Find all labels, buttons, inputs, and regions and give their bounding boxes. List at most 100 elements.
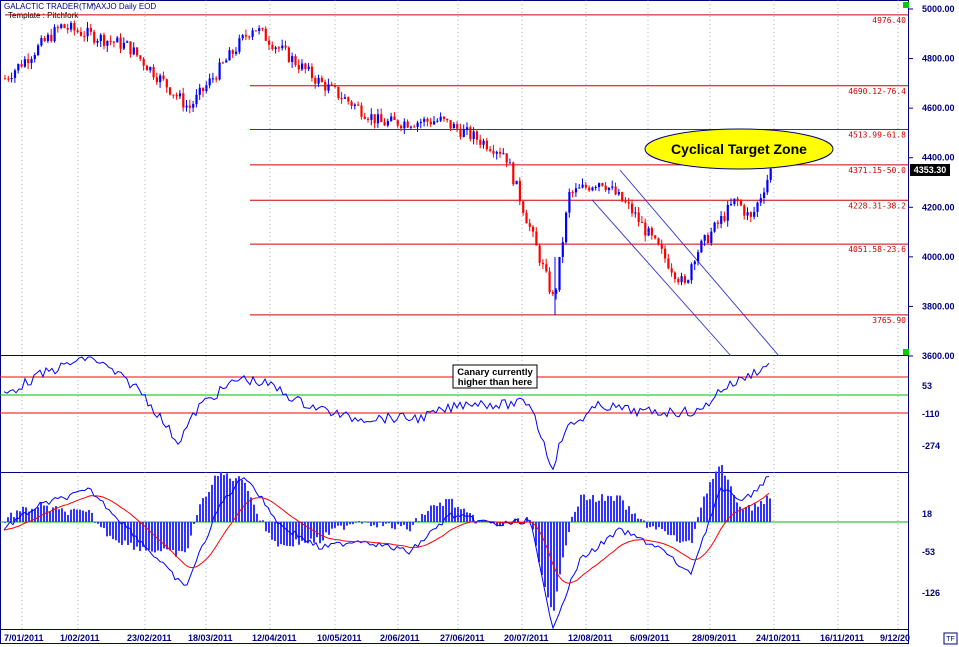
candle-body (192, 104, 195, 108)
macd-histogram-bar (385, 522, 387, 524)
macd-panel (0, 465, 908, 630)
macd-histogram-bar (676, 522, 678, 542)
fib-level-label: 4976.40 (872, 16, 906, 25)
macd-histogram-bar (28, 511, 30, 522)
macd-histogram-bar (655, 522, 657, 530)
candle-body (568, 191, 571, 213)
candle-body (20, 63, 23, 67)
candle-body (380, 114, 383, 123)
candle-body (723, 216, 726, 221)
candle-body (268, 40, 271, 45)
macd-histogram-bar (106, 522, 108, 537)
macd-histogram-bar (574, 511, 576, 522)
candle-body (611, 186, 614, 188)
candle-body (53, 27, 56, 42)
macd-histogram-bar (139, 522, 141, 552)
macd-histogram-bar (613, 500, 615, 522)
candle-body (393, 116, 396, 120)
macd-histogram-bar (388, 522, 390, 524)
candle-body (706, 235, 710, 243)
candle-body (317, 77, 320, 84)
candle-body (155, 77, 158, 83)
candle-body (136, 47, 139, 56)
candle-body (195, 94, 198, 105)
candle-body (565, 212, 568, 243)
macd-histogram-bar (367, 522, 369, 523)
macd-histogram-bar (262, 520, 264, 522)
candle-body (396, 119, 399, 126)
macd-histogram-bar (184, 522, 186, 553)
macd-histogram-bar (271, 522, 273, 540)
macd-histogram-bar (640, 519, 642, 522)
macd-histogram-bar (415, 518, 417, 522)
macd-histogram-bar (601, 494, 603, 522)
candle-body (406, 121, 409, 128)
macd-histogram-bar (193, 522, 195, 524)
macd-histogram-bar (316, 522, 318, 538)
candle-body (660, 244, 663, 249)
macd-histogram-bar (313, 522, 315, 543)
candle-body (169, 87, 172, 95)
macd-histogram-bar (376, 522, 378, 528)
candle-body (178, 93, 182, 97)
candle-body (462, 129, 465, 137)
macd-histogram-bar (118, 522, 120, 543)
macd-histogram-bar (496, 522, 498, 527)
candle-body (297, 64, 300, 70)
date-tick-label: 28/09/2011 (692, 633, 737, 643)
macd-histogram-bar (250, 497, 252, 522)
candle-body (277, 47, 281, 49)
macd-histogram-bar (706, 493, 708, 522)
macd-histogram-bar (10, 512, 12, 522)
candle-body (228, 50, 231, 61)
candle-body (637, 212, 640, 222)
symbol-label: ^AXJO Daily EOD (92, 2, 156, 11)
app-title: GALACTIC TRADER(TM) (4, 2, 96, 11)
macd-histogram-bar (337, 522, 339, 526)
candle-body (766, 179, 769, 193)
tf-badge-box[interactable] (943, 632, 958, 645)
macd-histogram-bar (670, 522, 672, 536)
macd-histogram-bar (391, 522, 393, 529)
macd-histogram-bar (61, 508, 63, 522)
candle-body (403, 121, 406, 129)
macd-histogram-bar (109, 522, 111, 536)
macd-histogram-bar (433, 505, 435, 522)
macd-histogram-bar (73, 508, 75, 522)
price-tick-label: 4400.00 (922, 153, 955, 163)
macd-histogram-bar (394, 522, 396, 530)
macd-histogram-bar (256, 513, 258, 522)
macd-histogram-bar (103, 522, 105, 528)
candle-body (37, 45, 40, 56)
candle-body (743, 205, 746, 216)
macd-histogram-bar (658, 522, 660, 528)
macd-histogram-bar (577, 506, 579, 522)
macd-histogram-bar (673, 522, 675, 536)
macd-histogram-bar (70, 509, 72, 522)
candle-body (66, 28, 69, 30)
date-tick-label: 2/06/2011 (380, 633, 420, 643)
macd-histogram-bar (265, 522, 267, 532)
macd-histogram-bar (274, 522, 276, 541)
macd-histogram-bar (196, 515, 198, 522)
oscillator-tick-label: 53 (922, 381, 932, 391)
date-tick-label: 7/01/2011 (4, 633, 44, 643)
target-zone-label: Cyclical Target Zone (671, 141, 807, 157)
macd-histogram-bar (520, 522, 522, 525)
price-tick-label: 4600.00 (922, 103, 955, 113)
candlesticks (4, 20, 772, 315)
candle-body (446, 118, 449, 121)
macd-histogram-bar (409, 522, 411, 532)
candle-body (769, 168, 772, 180)
candle-body (291, 56, 294, 63)
macd-histogram-bar (583, 494, 585, 522)
scroll-marker-top[interactable] (903, 2, 909, 8)
macd-histogram-bar (304, 522, 306, 543)
macd-histogram-bar (403, 522, 405, 525)
canary-note-box (452, 364, 538, 389)
candle-body (281, 45, 284, 49)
scroll-marker-bottom[interactable] (903, 349, 909, 355)
macd-histogram-bar (172, 522, 174, 551)
candle-body (515, 180, 518, 185)
tf-badge[interactable]: TF (946, 636, 955, 643)
